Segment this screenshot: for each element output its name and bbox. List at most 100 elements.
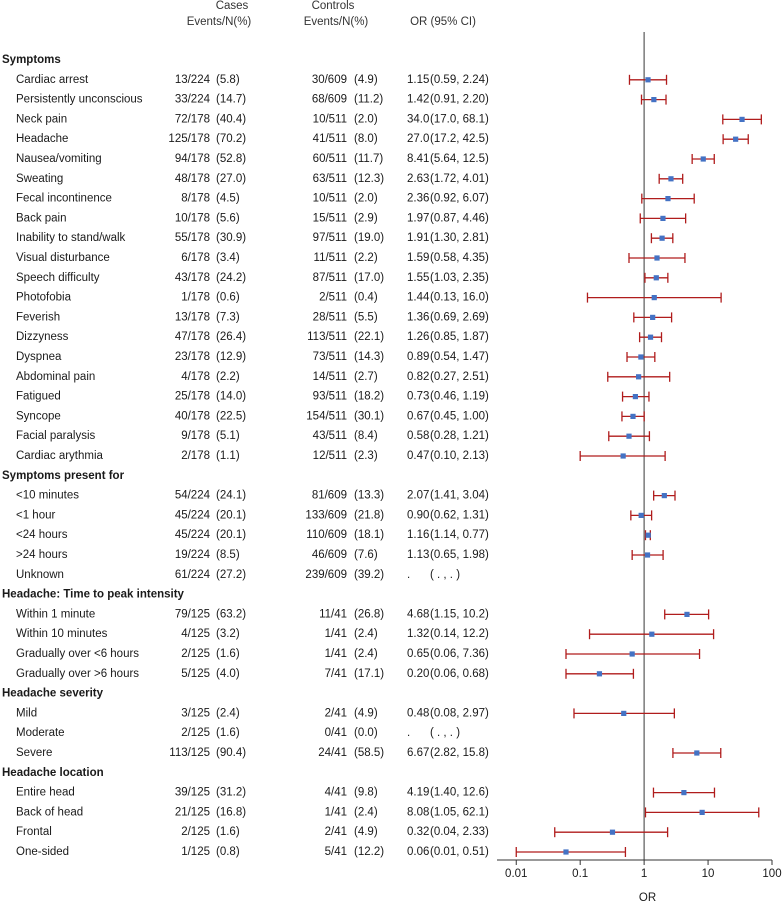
point-estimate [739, 116, 745, 122]
row-label: Gradually over >6 hours [16, 668, 139, 680]
or-value: 8.08 [407, 806, 429, 818]
row-label: Entire head [16, 787, 75, 799]
controls-percent: (2.4) [354, 628, 378, 640]
cases-count: 33/224 [175, 94, 211, 106]
cases-count: 25/178 [175, 391, 210, 403]
or-value: 0.47 [407, 450, 429, 462]
point-estimate [733, 136, 739, 142]
row-label: <10 minutes [16, 490, 79, 502]
ci-value: (17.0, 68.1) [430, 113, 489, 125]
section-title: Symptoms present for [2, 470, 125, 482]
ci-value: (0.06, 0.68) [430, 668, 489, 680]
row-label: Unknown [16, 569, 64, 581]
controls-count: 11/41 [319, 608, 347, 620]
controls-count: 46/609 [312, 549, 347, 561]
point-estimate [661, 493, 667, 499]
ci-value: (0.91, 2.20) [430, 94, 489, 106]
or-value: 0.58 [407, 430, 429, 442]
controls-percent: (2.0) [354, 113, 378, 125]
controls-percent: (26.8) [354, 608, 384, 620]
ci-value: (0.92, 6.07) [430, 193, 489, 205]
ci-value: (0.10, 2.13) [430, 450, 489, 462]
point-estimate [660, 215, 666, 221]
controls-percent: (39.2) [354, 569, 384, 581]
controls-count: 0/41 [325, 727, 347, 739]
cases-count: 2/125 [181, 826, 210, 838]
controls-subheader: Events/N(%) [304, 16, 369, 28]
cases-percent: (8.5) [216, 549, 240, 561]
or-value: . [407, 727, 410, 739]
cases-percent: (4.0) [216, 668, 240, 680]
cases-percent: (0.6) [216, 292, 240, 304]
cases-percent: (5.6) [216, 212, 240, 224]
row-label: Syncope [16, 410, 61, 422]
row-label: Within 1 minute [16, 608, 95, 620]
cases-count: 94/178 [175, 153, 210, 165]
cases-count: 40/178 [175, 410, 210, 422]
controls-percent: (7.6) [354, 549, 378, 561]
controls-count: 41/511 [313, 133, 347, 145]
controls-count: 63/511 [313, 173, 347, 185]
ci-value: (1.41, 3.04) [430, 490, 489, 502]
controls-percent: (30.1) [354, 410, 384, 422]
point-estimate [629, 651, 635, 657]
controls-count: 7/41 [325, 668, 347, 680]
controls-count: 14/511 [313, 371, 347, 383]
controls-percent: (0.0) [354, 727, 378, 739]
row-label: Within 10 minutes [16, 628, 108, 640]
cases-count: 5/125 [181, 668, 210, 680]
ci-value: (0.45, 1.00) [430, 410, 489, 422]
cases-percent: (2.4) [216, 707, 240, 719]
or-value: 8.41 [407, 153, 429, 165]
controls-percent: (13.3) [354, 490, 384, 502]
x-tick-label: 1 [641, 868, 647, 880]
point-estimate [654, 255, 660, 261]
cases-count: 2/125 [181, 727, 210, 739]
ci-value: (0.28, 1.21) [430, 430, 489, 442]
point-estimate [563, 849, 569, 855]
cases-count: 54/224 [175, 490, 211, 502]
or-value: 4.68 [407, 608, 429, 620]
row-label: One-sided [16, 846, 69, 858]
controls-percent: (4.9) [354, 826, 378, 838]
or-value: 1.15 [407, 74, 429, 86]
point-estimate [694, 750, 700, 756]
cases-count: 4/125 [181, 628, 210, 640]
point-estimate [665, 196, 671, 202]
or-value: 6.67 [407, 747, 429, 759]
row-label: Dyspnea [16, 351, 62, 363]
cases-count: 13/178 [175, 311, 210, 323]
controls-percent: (12.2) [354, 846, 384, 858]
point-estimate [621, 710, 627, 716]
ci-value: (0.87, 4.46) [430, 212, 489, 224]
controls-percent: (2.7) [354, 371, 378, 383]
or-value: 1.42 [407, 94, 429, 106]
point-estimate [699, 809, 705, 815]
cases-percent: (1.6) [216, 648, 240, 660]
controls-percent: (19.0) [354, 232, 384, 244]
cases-percent: (90.4) [216, 747, 246, 759]
controls-count: 5/41 [325, 846, 347, 858]
cases-subheader: Events/N(%) [187, 16, 252, 28]
cases-percent: (12.9) [216, 351, 246, 363]
cases-count: 61/224 [175, 569, 211, 581]
x-tick-label: 100 [762, 868, 781, 880]
cases-percent: (14.0) [216, 391, 246, 403]
ci-value: (0.58, 4.35) [430, 252, 489, 264]
or-value: 0.20 [407, 668, 429, 680]
point-estimate [684, 611, 690, 617]
controls-count: 133/609 [305, 509, 347, 521]
or-value: 0.73 [407, 391, 429, 403]
controls-header: Controls [312, 0, 355, 12]
ci-value: (1.14, 0.77) [430, 529, 489, 541]
controls-count: 87/511 [313, 272, 347, 284]
controls-percent: (14.3) [354, 351, 384, 363]
or-value: 0.32 [407, 826, 429, 838]
or-value: 0.82 [407, 371, 429, 383]
cases-count: 23/178 [175, 351, 210, 363]
ci-value: (0.14, 12.2) [430, 628, 489, 640]
row-label: Fatigued [16, 391, 61, 403]
controls-count: 239/609 [305, 569, 347, 581]
or-value: 1.44 [407, 292, 430, 304]
